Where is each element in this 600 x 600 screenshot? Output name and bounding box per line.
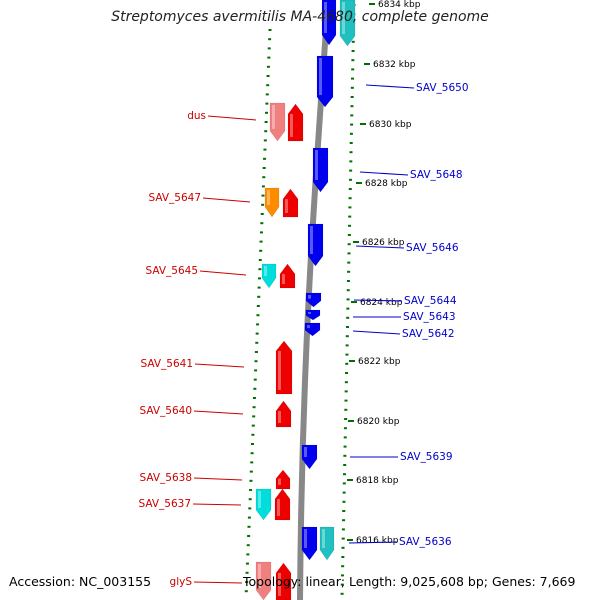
gene-arrow-cyan-2-highlight bbox=[258, 491, 261, 508]
scale-label: 6826 kbp bbox=[362, 238, 405, 248]
scale-label: 6816 kbp bbox=[356, 536, 399, 546]
scale-label: 6828 kbp bbox=[365, 179, 408, 189]
left-leader-line bbox=[202, 197, 251, 203]
gene-arrow-sav5646-highlight bbox=[310, 226, 313, 254]
gene-arrow-sav5650 bbox=[316, 55, 334, 108]
gene-arrow-sav5639-highlight bbox=[304, 447, 307, 457]
gene-arrow-sav5650-highlight bbox=[319, 58, 322, 95]
map-title: Streptomyces avermitilis MA-4680, comple… bbox=[111, 9, 489, 25]
left-gene-label: SAV_5637 bbox=[138, 498, 191, 510]
left-leader-line bbox=[199, 270, 247, 276]
gene-arrow-sav5645 bbox=[279, 263, 296, 289]
left-leader-line bbox=[194, 363, 245, 368]
accession-label: Accession: NC_003155 bbox=[9, 574, 152, 589]
gene-arrow-sav5638-highlight bbox=[278, 478, 281, 485]
gene-arrow-pink-highlight bbox=[272, 105, 275, 129]
right-gene-label: SAV_5639 bbox=[400, 451, 453, 463]
gene-arrow-sav5637-highlight bbox=[277, 499, 280, 516]
right-leader-line bbox=[348, 541, 398, 544]
left-leader-line bbox=[207, 115, 257, 121]
scale-label: 6820 kbp bbox=[357, 417, 400, 427]
gene-arrow-pink-2 bbox=[255, 561, 272, 600]
gene-arrow-cyan bbox=[261, 263, 277, 289]
gene-arrow-top-blue-highlight bbox=[324, 2, 327, 33]
gene-arrow-dus-highlight bbox=[290, 114, 293, 137]
gene-arrow-glys bbox=[275, 562, 292, 600]
left-gene-label: SAV_5645 bbox=[145, 265, 198, 277]
gene-arrow-teal-2 bbox=[319, 526, 335, 561]
gene-arrow-sav5636-highlight bbox=[304, 529, 307, 548]
gene-arrow-sav5646 bbox=[307, 223, 324, 267]
left-leader-line bbox=[193, 477, 243, 481]
scale-label: 6818 kbp bbox=[356, 476, 399, 486]
right-gene-label: SAV_5642 bbox=[402, 328, 455, 340]
gene-arrow-sav5643-highlight bbox=[308, 312, 311, 314]
right-gene-label: SAV_5648 bbox=[410, 169, 463, 181]
gene-arrow-sav5644 bbox=[305, 292, 322, 308]
scale-label: 6830 kbp bbox=[369, 120, 412, 130]
gene-arrow-top-teal bbox=[339, 0, 356, 47]
left-gene-label: SAV_5647 bbox=[148, 192, 201, 204]
right-leader-line bbox=[353, 299, 403, 302]
gene-arrow-pink-2-highlight bbox=[258, 564, 261, 588]
topology-label: Topology: linear; Length: 9,025,608 bp; … bbox=[243, 574, 576, 589]
gene-arrow-sav5636 bbox=[301, 526, 318, 561]
gene-arrow-pink bbox=[269, 102, 286, 142]
left-leader-line bbox=[193, 410, 244, 415]
gene-arrow-sav5648 bbox=[312, 147, 329, 193]
gene-arrow-sav5641 bbox=[275, 340, 293, 395]
left-gene-label: SAV_5640 bbox=[139, 405, 192, 417]
right-leader-line bbox=[359, 171, 409, 176]
gene-arrow-cyan-highlight bbox=[264, 266, 267, 276]
gene-arrow-cyan-2 bbox=[255, 488, 272, 521]
scale-label: 6832 kbp bbox=[373, 60, 416, 70]
gene-arrow-orange-highlight bbox=[267, 190, 270, 205]
left-gene-label: SAV_5641 bbox=[140, 358, 193, 370]
right-gene-label: SAV_5646 bbox=[406, 242, 459, 254]
gene-arrow-sav5642-highlight bbox=[307, 325, 310, 329]
gene-arrow-sav5638 bbox=[275, 469, 291, 490]
right-leader-line bbox=[352, 330, 401, 335]
gene-arrow-sav5647 bbox=[282, 188, 299, 218]
scale-label: 6822 kbp bbox=[358, 357, 401, 367]
gene-arrow-dus bbox=[287, 103, 304, 142]
gene-arrow-teal-2-highlight bbox=[322, 529, 325, 548]
gene-arrow-glys-highlight bbox=[278, 573, 281, 596]
right-gene-label: SAV_5636 bbox=[399, 536, 452, 548]
gene-arrow-sav5640 bbox=[275, 400, 292, 428]
gene-arrow-top-teal-highlight bbox=[342, 2, 345, 34]
left-leader-line bbox=[192, 503, 242, 506]
gene-arrow-sav5647-highlight bbox=[285, 199, 288, 213]
left-gene-label: glyS bbox=[170, 576, 193, 588]
right-leader-line bbox=[365, 84, 415, 89]
right-gene-label: SAV_5643 bbox=[403, 311, 456, 323]
left-gene-label: SAV_5638 bbox=[139, 472, 192, 484]
gene-arrow-top-blue bbox=[321, 0, 337, 46]
gene-arrow-sav5645-highlight bbox=[282, 274, 285, 284]
right-gene-label: SAV_5644 bbox=[404, 295, 457, 307]
left-leader-line bbox=[193, 581, 243, 584]
gene-arrow-sav5637 bbox=[274, 488, 291, 521]
gene-arrow-sav5643 bbox=[305, 309, 321, 321]
scale-label: 6824 kbp bbox=[360, 298, 403, 308]
gene-arrow-sav5641-highlight bbox=[278, 351, 281, 390]
scale-label: 6834 kbp bbox=[378, 0, 421, 10]
gene-arrow-sav5648-highlight bbox=[315, 150, 318, 180]
gene-arrow-sav5639 bbox=[301, 444, 318, 470]
gene-arrow-sav5642 bbox=[304, 322, 321, 337]
right-leader-line bbox=[355, 245, 405, 249]
gene-arrow-orange bbox=[264, 187, 280, 218]
left-gene-label: dus bbox=[187, 110, 206, 122]
gene-arrow-sav5644-highlight bbox=[308, 295, 311, 299]
gene-arrow-sav5640-highlight bbox=[278, 411, 281, 423]
right-gene-label: SAV_5650 bbox=[416, 82, 469, 94]
